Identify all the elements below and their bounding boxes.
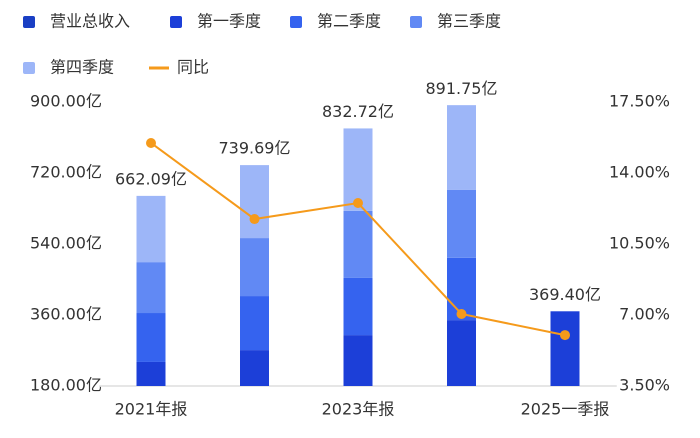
bar-segment [343,128,373,211]
total-label: 891.75亿 [426,79,498,98]
total-label: 832.72亿 [322,102,394,121]
legend-label: 同比 [177,58,209,77]
bar-segment [447,105,476,190]
bar-segment [343,210,373,278]
legend-label: 第四季度 [50,58,114,77]
y-tick-label: 720.00亿 [30,163,102,182]
legend-label: 营业总收入 [50,12,130,31]
legend-label: 第一季度 [197,12,261,31]
line-point [560,330,570,341]
line-point [249,214,260,225]
line-point [353,198,363,209]
total-label: 739.69亿 [219,139,291,158]
y-tick-label: 180.00亿 [30,376,102,395]
bar-segment [240,165,269,239]
legend-label: 第三季度 [437,12,501,31]
bars [136,105,580,386]
bar-segment [136,313,166,362]
x-tick-label: 2023年报 [322,400,395,419]
bar-segment [447,320,476,386]
bar-segment [240,350,269,386]
bar-segment [550,311,580,386]
bar-segment [136,262,166,314]
line-point [146,137,156,148]
legend-swatch [23,62,35,74]
bar-segment [136,195,166,263]
y-tick-label: 360.00亿 [30,305,102,324]
line-point [456,308,467,319]
bar-segment [240,296,269,351]
total-label: 662.09亿 [115,169,187,188]
bar-segment [447,189,476,258]
bar-segment [240,238,269,297]
y2-tick-label: 14.00% [609,163,670,182]
legend-swatch [23,16,35,28]
y2-tick-label: 3.50% [619,376,670,395]
y-tick-label: 540.00亿 [30,234,102,253]
bar-segment [136,361,166,386]
y-tick-label: 900.00亿 [30,92,102,111]
bar-segment [343,277,373,336]
total-label: 369.40亿 [529,285,601,304]
x-tick-label: 2025一季报 [521,400,610,419]
x-tick-label: 2021年报 [115,400,188,419]
legend-swatch [410,16,422,28]
legend-swatch [290,16,302,28]
y2-tick-label: 7.00% [619,305,670,324]
legend-label: 第二季度 [317,12,381,31]
bar-segment [343,335,373,386]
y2-tick-label: 10.50% [609,234,670,253]
y2-tick-label: 17.50% [609,92,670,111]
legend-swatch [170,16,182,28]
